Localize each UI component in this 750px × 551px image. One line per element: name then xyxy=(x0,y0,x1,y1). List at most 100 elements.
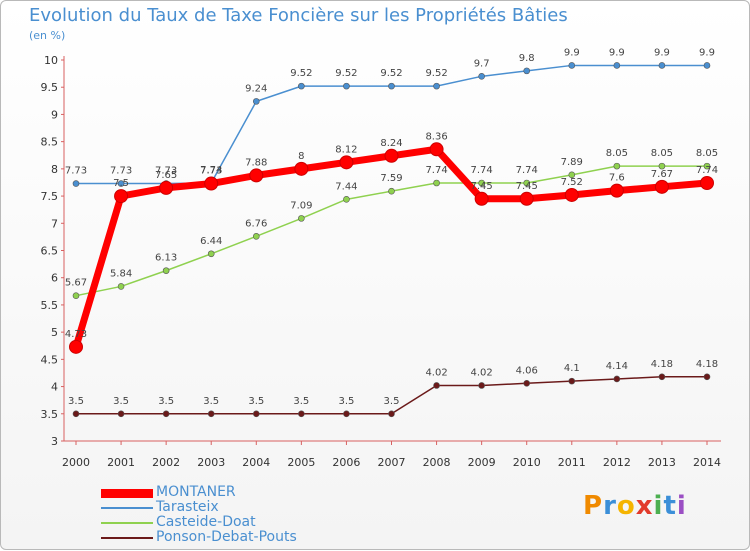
data-point-tarasteix[interactable] xyxy=(343,82,350,90)
data-point-montaner[interactable] xyxy=(519,191,534,206)
data-point-tarasteix[interactable] xyxy=(433,82,440,90)
legend-label-ponson-debat-pouts: Ponson-Debat-Pouts xyxy=(156,529,297,545)
legend-swatch-ponson-debat-pouts xyxy=(101,537,153,539)
data-point-tarasteix[interactable] xyxy=(568,62,576,69)
x-tick-label: 2014 xyxy=(693,456,721,469)
data-label-casteide-doat: 5.67 xyxy=(65,278,87,289)
data-point-ponson-debat-pouts[interactable] xyxy=(298,410,305,418)
data-point-montaner[interactable] xyxy=(654,179,669,194)
y-tick-label: 6.5 xyxy=(41,245,59,258)
data-point-ponson-debat-pouts[interactable] xyxy=(207,410,215,418)
data-point-casteide-doat[interactable] xyxy=(298,215,305,222)
data-label-montaner: 7.74 xyxy=(696,165,718,176)
data-point-ponson-debat-pouts[interactable] xyxy=(658,373,666,381)
data-point-montaner[interactable] xyxy=(429,142,444,157)
data-point-ponson-debat-pouts[interactable] xyxy=(72,410,80,418)
data-point-montaner[interactable] xyxy=(384,148,399,163)
data-point-ponson-debat-pouts[interactable] xyxy=(478,382,485,389)
data-point-ponson-debat-pouts[interactable] xyxy=(117,410,125,418)
data-point-montaner[interactable] xyxy=(114,189,129,204)
series-ponson-debat-pouts: 3.5 3.5 3.5 3.5 3.5 3.5 3.5 3.54.02 4.02 4.06 4.1 4… xyxy=(68,359,718,418)
data-label-tarasteix: 9.9 xyxy=(654,47,670,58)
data-label-tarasteix: 9.52 xyxy=(335,68,357,79)
data-label-ponson-debat-pouts: 3.5 xyxy=(158,396,174,407)
data-point-ponson-debat-pouts[interactable] xyxy=(523,380,531,387)
data-label-ponson-debat-pouts: 4.06 xyxy=(516,365,538,376)
data-label-ponson-debat-pouts: 4.02 xyxy=(425,367,447,378)
data-point-montaner[interactable] xyxy=(204,176,219,191)
data-point-casteide-doat[interactable] xyxy=(658,162,666,170)
data-point-casteide-doat[interactable] xyxy=(478,179,485,187)
data-point-montaner[interactable] xyxy=(249,168,264,183)
data-point-tarasteix[interactable] xyxy=(72,180,80,187)
data-point-montaner[interactable] xyxy=(474,191,489,206)
data-point-casteide-doat[interactable] xyxy=(388,187,395,195)
x-tick-label: 2011 xyxy=(558,456,586,469)
data-point-ponson-debat-pouts[interactable] xyxy=(162,410,170,418)
data-point-casteide-doat[interactable] xyxy=(613,162,621,170)
x-tick-label: 2000 xyxy=(62,456,90,469)
data-point-casteide-doat[interactable] xyxy=(703,162,711,170)
data-point-tarasteix[interactable] xyxy=(613,62,621,69)
data-point-ponson-debat-pouts[interactable] xyxy=(433,382,440,389)
data-point-ponson-debat-pouts[interactable] xyxy=(613,375,621,383)
data-point-tarasteix[interactable] xyxy=(252,98,260,105)
data-point-ponson-debat-pouts[interactable] xyxy=(388,410,395,418)
data-point-ponson-debat-pouts[interactable] xyxy=(252,410,260,418)
data-label-ponson-debat-pouts: 4.1 xyxy=(564,363,580,374)
data-point-montaner[interactable] xyxy=(700,176,714,191)
data-point-tarasteix[interactable] xyxy=(523,67,531,75)
data-label-montaner: 8.12 xyxy=(335,144,357,155)
data-point-montaner[interactable] xyxy=(564,187,579,202)
data-point-tarasteix[interactable] xyxy=(298,82,305,90)
proxiti-logo[interactable]: Proxiti xyxy=(583,491,687,521)
data-label-tarasteix: 9.52 xyxy=(380,68,402,79)
data-label-tarasteix: 9.9 xyxy=(564,47,580,58)
x-tick-label: 2010 xyxy=(513,456,541,469)
data-label-casteide-doat: 7.74 xyxy=(425,165,447,176)
data-label-montaner: 8.36 xyxy=(425,131,447,142)
data-point-montaner[interactable] xyxy=(339,155,354,170)
legend-label-casteide-doat: Casteide-Doat xyxy=(156,514,256,530)
data-point-casteide-doat[interactable] xyxy=(523,179,531,187)
data-label-tarasteix: 9.7 xyxy=(474,58,490,69)
data-label-montaner: 7.45 xyxy=(516,181,538,192)
y-tick-label: 5.5 xyxy=(41,299,59,312)
data-point-montaner[interactable] xyxy=(294,161,309,176)
series-group: 3.5 3.5 3.5 3.5 3.5 3.5 3.5 3.54.02 4.02 4.06 4.1 4… xyxy=(65,47,718,418)
data-point-casteide-doat[interactable] xyxy=(207,250,215,258)
data-point-tarasteix[interactable] xyxy=(703,62,711,69)
x-tick-label: 2004 xyxy=(242,456,270,469)
data-point-casteide-doat[interactable] xyxy=(72,292,80,299)
data-point-casteide-doat[interactable] xyxy=(433,179,440,187)
data-point-casteide-doat[interactable] xyxy=(162,267,170,274)
x-tick-label: 2003 xyxy=(197,456,225,469)
data-point-tarasteix[interactable] xyxy=(388,82,395,90)
data-point-ponson-debat-pouts[interactable] xyxy=(703,373,711,381)
data-point-ponson-debat-pouts[interactable] xyxy=(568,377,576,385)
data-label-casteide-doat: 8.05 xyxy=(696,148,718,159)
legend-label-tarasteix: Tarasteix xyxy=(156,499,219,515)
data-point-montaner[interactable] xyxy=(609,183,624,198)
data-point-tarasteix[interactable] xyxy=(117,180,125,187)
data-point-casteide-doat[interactable] xyxy=(252,233,260,240)
data-label-casteide-doat: 7.09 xyxy=(290,200,312,211)
x-tick-label: 2012 xyxy=(603,456,631,469)
data-point-montaner[interactable] xyxy=(69,339,83,354)
data-point-casteide-doat[interactable] xyxy=(568,171,576,179)
data-point-montaner[interactable] xyxy=(159,180,174,195)
data-point-tarasteix[interactable] xyxy=(658,62,666,69)
data-label-tarasteix: 7.73 xyxy=(155,166,177,177)
data-label-tarasteix: 9.8 xyxy=(519,53,535,64)
data-label-tarasteix: 9.9 xyxy=(699,47,715,58)
data-label-casteide-doat: 8.05 xyxy=(606,148,628,159)
unit-label: (en %) xyxy=(29,29,66,42)
y-tick-label: 10 xyxy=(44,54,58,67)
data-point-ponson-debat-pouts[interactable] xyxy=(343,410,350,418)
data-point-casteide-doat[interactable] xyxy=(117,283,125,290)
data-label-ponson-debat-pouts: 3.5 xyxy=(293,396,309,407)
data-label-ponson-debat-pouts: 4.02 xyxy=(471,367,493,378)
data-point-tarasteix[interactable] xyxy=(478,73,485,80)
data-point-casteide-doat[interactable] xyxy=(343,196,350,203)
